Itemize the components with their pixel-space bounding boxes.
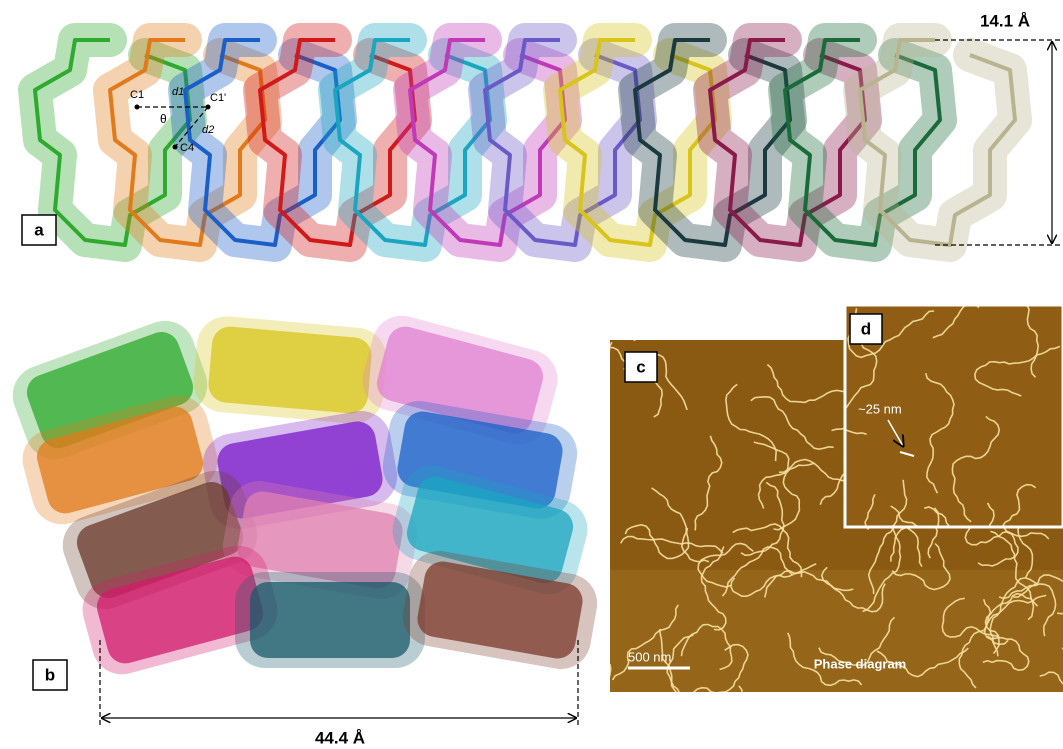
- dimension-label: 14.1 Å: [980, 11, 1030, 30]
- dimension-label: 44.4 Å: [315, 728, 365, 747]
- angle-label: θ: [160, 112, 167, 126]
- fiber: [578, 298, 612, 360]
- fiber: [634, 269, 707, 341]
- atom-marker: [173, 145, 178, 150]
- measurement-label: ~25 nm: [858, 401, 902, 416]
- figure: 14.1 Å C1 C1' C4 d1 d2 θ a 44.4 Å b c 50…: [0, 0, 1063, 749]
- atom-label: C1: [130, 89, 144, 101]
- scale-bar-label: 500 nm: [628, 649, 671, 664]
- panel-label: a: [34, 220, 44, 239]
- bundle: [250, 582, 410, 658]
- fiber: [532, 664, 611, 710]
- atom-label: C1': [210, 92, 226, 104]
- atom-marker: [135, 105, 140, 110]
- panel-label: b: [45, 665, 55, 684]
- distance-label: d1: [172, 86, 184, 98]
- distance-label: d2: [202, 124, 214, 136]
- bundle: [207, 325, 373, 415]
- panel-label: c: [636, 357, 645, 376]
- panel-b: [4, 309, 602, 681]
- caption: Phase diagram: [814, 656, 907, 671]
- atom-marker: [206, 105, 211, 110]
- panel-label: d: [861, 319, 871, 338]
- atom-label: C4: [180, 142, 194, 154]
